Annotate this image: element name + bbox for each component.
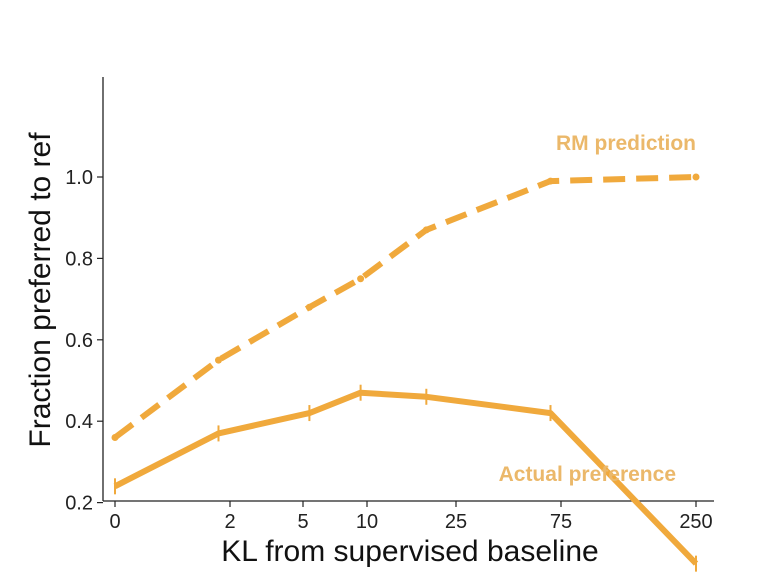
x-tick-label: 75 xyxy=(550,511,572,533)
x-tick-label: 250 xyxy=(679,511,712,533)
y-tick-label: 0.6 xyxy=(65,330,93,352)
rm-prediction-point xyxy=(215,356,222,364)
rm-prediction-point xyxy=(422,226,430,234)
rm-prediction-point xyxy=(357,275,365,283)
rm-prediction-point xyxy=(305,303,313,311)
y-tick-label: 0.2 xyxy=(65,493,93,515)
series-layer xyxy=(111,173,700,572)
actual-preference-annotation: Actual preference xyxy=(499,463,676,486)
x-tick-label: 5 xyxy=(297,511,308,533)
axes xyxy=(102,77,714,502)
x-tick-label: 2 xyxy=(224,511,235,533)
x-ticks: 0 2 5 10 25 75 250 xyxy=(109,501,713,533)
x-tick-label: 25 xyxy=(445,511,467,533)
y-axis-title: Fraction preferred to ref xyxy=(24,132,57,448)
y-ticks: 0.2 0.4 0.6 0.8 1.0 xyxy=(65,167,103,515)
rm-prediction-annotation: RM prediction xyxy=(556,132,696,155)
rm-prediction-point xyxy=(111,433,119,441)
x-axis-title: KL from supervised baseline xyxy=(221,535,598,568)
y-tick-label: 1.0 xyxy=(65,167,93,189)
y-tick-label: 0.4 xyxy=(65,411,93,433)
x-tick-label: 0 xyxy=(109,511,120,533)
rm-prediction-point xyxy=(547,177,554,185)
y-tick-label: 0.8 xyxy=(65,248,93,270)
rm-prediction-point xyxy=(692,173,700,181)
x-tick-label: 10 xyxy=(356,511,378,533)
